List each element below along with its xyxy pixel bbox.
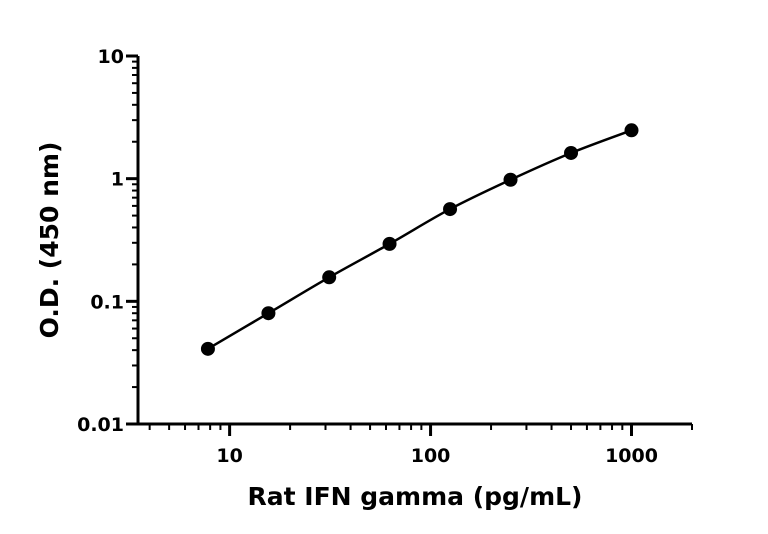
x-tick-label: 100 xyxy=(411,445,451,467)
data-points xyxy=(200,123,639,356)
x-tick-label: 10 xyxy=(216,445,242,467)
x-axis-title: Rat IFN gamma (pg/mL) xyxy=(248,482,583,511)
data-point xyxy=(200,341,215,356)
y-tick-label: 0.01 xyxy=(77,414,124,436)
data-point xyxy=(382,236,397,251)
x-ticks: 10 100 1000 xyxy=(148,424,693,467)
data-point xyxy=(624,123,639,138)
y-tick-label: 1 xyxy=(111,169,124,191)
y-tick-label: 0.1 xyxy=(90,291,124,313)
data-point xyxy=(564,145,579,160)
y-axis-title: O.D. (450 nm) xyxy=(35,142,64,339)
data-point xyxy=(503,172,518,187)
data-point xyxy=(261,306,276,321)
y-tick-label: 10 xyxy=(98,46,124,68)
x-tick-label: 1000 xyxy=(605,445,658,467)
data-point xyxy=(443,202,458,217)
data-point xyxy=(322,270,337,285)
y-ticks: 0.01 0.1 1 10 xyxy=(77,46,138,436)
